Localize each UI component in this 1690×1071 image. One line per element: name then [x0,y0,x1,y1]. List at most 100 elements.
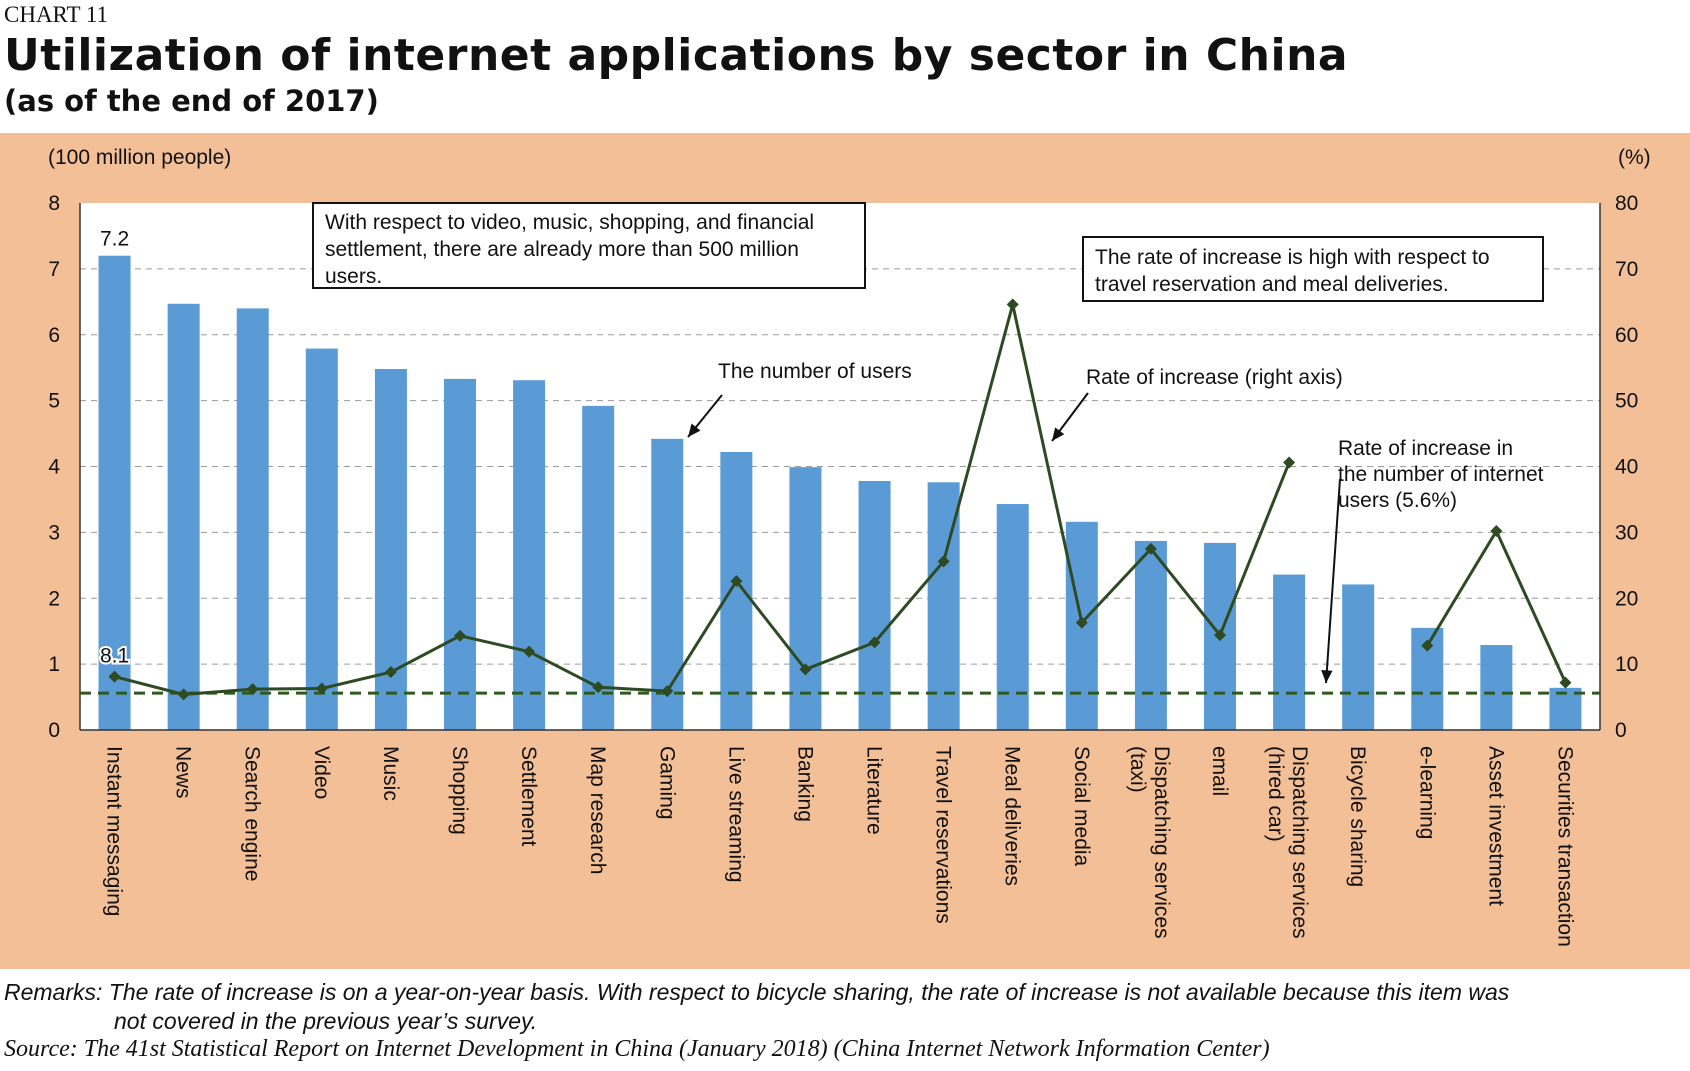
category-label-line: Banking [793,746,816,822]
rate-marker [246,683,259,696]
category-label: Settlement [517,746,540,847]
bar-data-label: 7.2 [100,228,129,251]
annotation-text: users. [325,265,382,288]
bar [1273,574,1306,730]
category-label-line: Literature [863,746,886,835]
bar [1549,687,1582,730]
category-label: Live streaming [724,746,747,883]
category-label-line: Shopping [448,746,471,835]
category-label: Instant messaging [103,746,126,916]
bar [98,255,131,730]
category-label-line: Social media [1070,746,1093,867]
category-label: e-learning [1415,746,1438,839]
category-label-line: (taxi) [1126,746,1149,793]
category-label-line: Music [379,746,402,801]
right-tick-label: 50 [1615,390,1638,413]
category-label: Bicycle sharing [1346,746,1369,887]
bar [651,438,684,730]
category-label-line: Securities transaction [1553,746,1576,947]
rate-marker [1006,298,1019,311]
right-tick-label: 70 [1615,258,1638,281]
category-label-line: Meal deliveries [1001,746,1024,886]
left-tick-label: 4 [48,456,60,479]
internet-rate-label: the number of internet [1338,463,1544,486]
category-label: Dispatching services(hired car) [1264,746,1311,939]
category-label-line: Asset investment [1484,746,1507,906]
rate-marker [1421,639,1434,652]
bar [858,480,891,730]
category-label: Map research [586,746,609,874]
rate-marker [1214,629,1226,642]
left-tick-label: 0 [48,719,60,742]
category-label-line: Live streaming [724,746,747,883]
category-label: Social media [1070,746,1093,867]
category-label: Literature [863,746,886,835]
bar [1134,540,1167,730]
rate-marker [1490,525,1503,538]
category-label-line: email [1208,746,1231,796]
annotation-text: The rate of increase is high with respec… [1095,246,1490,269]
category-label-line: Video [310,746,333,799]
rate-marker [315,682,328,695]
rate-arrow-head [1052,427,1065,441]
right-axis-unit: (%) [1618,146,1651,169]
rate-marker [523,645,536,658]
category-label: Securities transaction [1553,746,1576,947]
rate-line [114,304,1291,696]
remarks-line-2: not covered in the previous year’s surve… [114,1008,538,1034]
rate-marker [1283,456,1296,469]
users-series-label: The number of users [718,360,912,383]
category-label: Asset investment [1484,746,1507,906]
rate-marker [592,681,605,694]
left-tick-label: 3 [48,521,60,544]
category-label-line: (hired car) [1264,746,1287,842]
annotation-text: settlement, there are already more than … [325,238,799,261]
source-note: Source: The 41st Statistical Report on I… [4,1036,1270,1062]
category-label: Music [379,746,402,801]
category-label: Dispatching services(taxi) [1126,746,1173,939]
category-label: Meal deliveries [1001,746,1024,886]
rate-marker [108,670,121,683]
category-label-line: Map research [586,746,609,874]
remarks-line-1: Remarks: The rate of increase is on a ye… [4,979,1510,1005]
annotation-box-users [312,202,866,289]
category-label: News [172,746,195,799]
category-label: email [1208,746,1231,796]
rate-marker [799,663,812,676]
category-label-line: Instant messaging [103,746,126,916]
right-tick-label: 30 [1615,521,1638,544]
category-label-line: Search engine [241,746,264,881]
right-tick-label: 80 [1615,192,1638,215]
left-tick-label: 5 [48,390,60,413]
rate-marker [937,555,950,568]
category-label-line: e-learning [1415,746,1438,839]
right-tick-label: 40 [1615,456,1638,479]
bar [789,467,822,730]
remarks: Remarks: The rate of increase is on a ye… [4,978,1684,1036]
rate-marker [454,629,466,642]
bar [444,378,476,730]
category-label: Shopping [448,746,471,835]
annotation-box-rate [1082,236,1544,302]
bar [1342,584,1375,730]
right-tick-label: 20 [1615,587,1638,610]
left-axis-unit: (100 million people) [48,146,231,169]
internet-rate-arrow [1325,478,1341,684]
chart-number: CHART 11 [4,2,109,27]
category-label: Gaming [655,746,678,820]
bar [996,504,1029,730]
category-label: Travel reservations [932,746,955,924]
right-tick-label: 0 [1615,719,1627,742]
internet-rate-label: users (5.6%) [1338,489,1457,512]
bar [305,348,338,730]
category-label: Search engine [241,746,264,881]
users-arrow-head [688,423,701,437]
rate-marker [1075,616,1088,629]
rate-marker [384,666,397,679]
left-tick-label: 2 [48,587,60,610]
rate-marker [868,636,881,649]
category-label-line: News [172,746,195,799]
right-tick-label: 60 [1615,324,1638,347]
bar [582,405,615,730]
